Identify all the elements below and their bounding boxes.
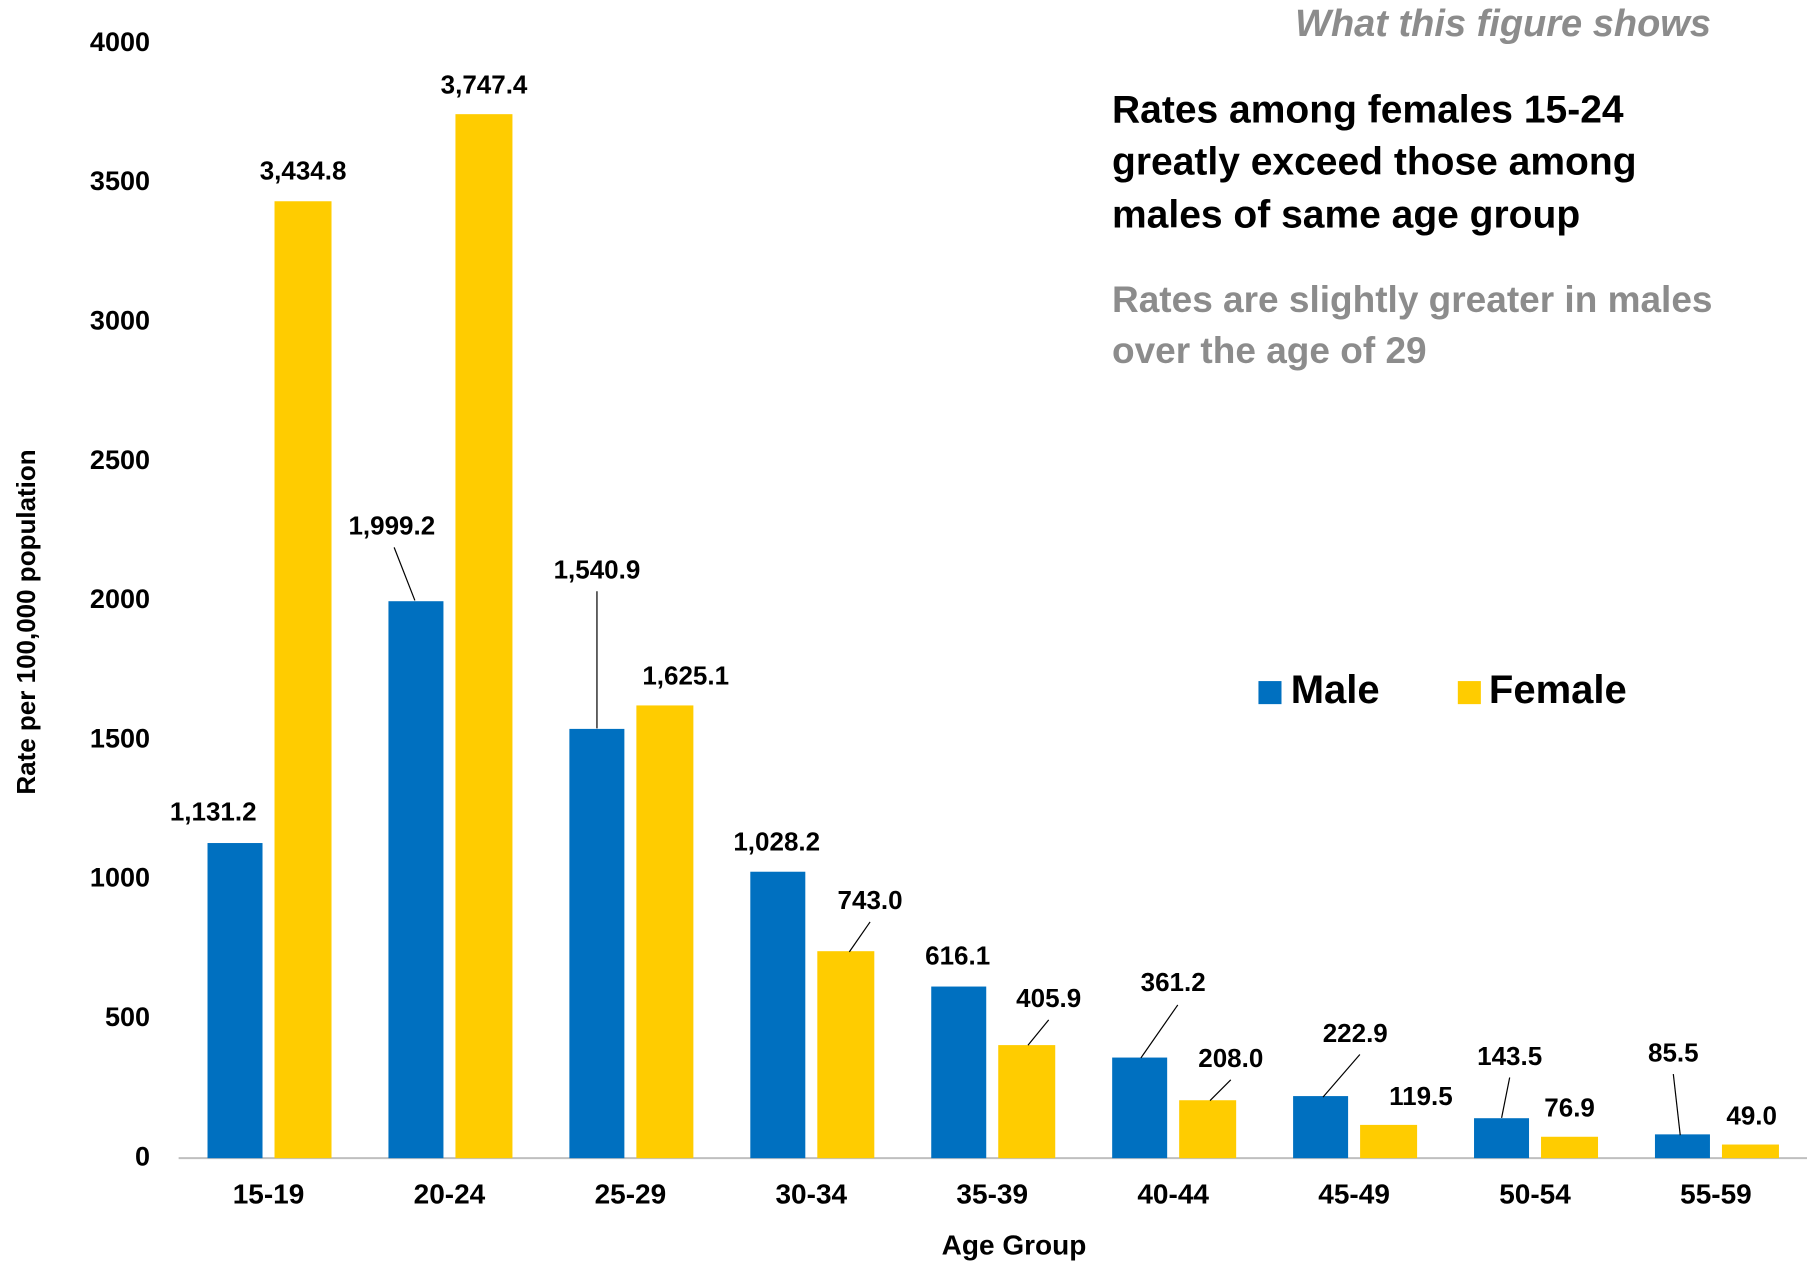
y-tick-label: 3500 (90, 166, 150, 196)
legend-label: Female (1489, 668, 1627, 712)
bar (1654, 1134, 1710, 1159)
leader-line (1027, 1019, 1050, 1046)
bar (1474, 1118, 1530, 1159)
value-label: 222.9 (1323, 1018, 1388, 1048)
x-tick-label: 20-24 (414, 1179, 486, 1210)
bar (1721, 1144, 1779, 1159)
y-axis-title: Rate per 100,000 population (11, 449, 41, 794)
leader-line (1322, 1054, 1361, 1098)
note: over the age of 29 (1112, 330, 1427, 371)
x-tick-label: 35-39 (956, 1179, 1028, 1210)
value-label: 85.5 (1648, 1037, 1699, 1067)
x-tick-label: 45-49 (1318, 1179, 1390, 1210)
x-tick-label: 50-54 (1499, 1179, 1571, 1210)
leader-line (1140, 1004, 1179, 1059)
value-label: 743.0 (838, 885, 903, 915)
bar (1179, 1100, 1237, 1159)
headline: greatly exceed those among (1112, 140, 1637, 183)
value-label: 405.9 (1016, 983, 1081, 1013)
bar (1360, 1124, 1418, 1159)
bar (569, 728, 625, 1159)
headline: males of same age group (1112, 193, 1580, 236)
y-tick-label: 0 (135, 1141, 150, 1171)
y-tick-label: 500 (105, 1002, 150, 1032)
y-tick-label: 3000 (90, 306, 150, 336)
bar (931, 986, 987, 1159)
bar (750, 871, 806, 1159)
value-label: 1,540.9 (554, 554, 641, 584)
value-label: 119.5 (1389, 1081, 1453, 1111)
y-tick-label: 1500 (90, 723, 150, 753)
value-label: 3,434.8 (260, 156, 347, 186)
bar (1541, 1136, 1599, 1159)
legend-swatch (1258, 681, 1282, 705)
x-tick-label: 30-34 (775, 1179, 847, 1210)
value-label: 1,131.2 (170, 796, 257, 826)
bar (817, 951, 875, 1159)
y-tick-label: 2000 (90, 584, 150, 614)
value-label: 143.5 (1477, 1041, 1542, 1071)
value-label: 361.2 (1141, 967, 1206, 997)
value-label: 1,028.2 (733, 826, 820, 856)
leader-line (393, 547, 416, 601)
x-tick-label: 15-19 (233, 1179, 305, 1210)
value-label: 1,999.2 (348, 511, 435, 541)
leader-line (1672, 1073, 1681, 1136)
value-label: 208.0 (1198, 1043, 1263, 1073)
bar (388, 601, 444, 1159)
leader-line (1501, 1077, 1511, 1118)
bar (207, 843, 263, 1159)
leader-line (848, 921, 871, 953)
bar (1293, 1096, 1349, 1159)
note: Rates are slightly greater in males (1112, 279, 1713, 320)
bar (1112, 1057, 1168, 1159)
value-label: 1,625.1 (642, 661, 729, 691)
value-label: 3,747.4 (441, 69, 528, 99)
value-label: 76.9 (1544, 1093, 1595, 1123)
value-label: 616.1 (925, 941, 990, 971)
header: What this figure shows (1295, 3, 1711, 45)
y-tick-label: 2500 (90, 445, 150, 475)
value-label: 49.0 (1726, 1101, 1777, 1131)
bar (455, 114, 513, 1159)
y-tick-label: 1000 (90, 863, 150, 893)
bar (636, 705, 694, 1159)
y-tick-label: 4000 (90, 27, 150, 57)
x-axis-title: Age Group (942, 1229, 1087, 1260)
legend-swatch (1457, 681, 1481, 705)
x-tick-label: 55-59 (1680, 1179, 1752, 1210)
headline: Rates among females 15-24 (1112, 88, 1624, 131)
leader-line (1209, 1079, 1232, 1101)
x-tick-label: 25-29 (595, 1179, 667, 1210)
bar (274, 201, 332, 1159)
x-tick-label: 40-44 (1137, 1179, 1209, 1210)
bar (998, 1045, 1056, 1159)
legend-label: Male (1291, 668, 1380, 712)
